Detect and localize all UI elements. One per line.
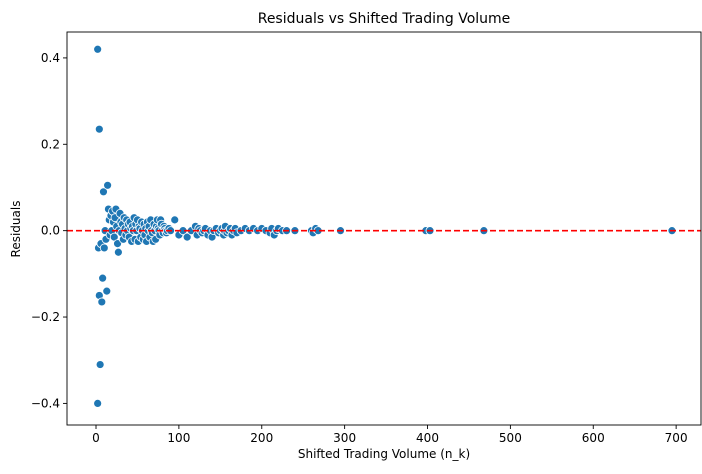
data-point xyxy=(97,297,107,307)
x-axis-label: Shifted Trading Volume (n_k) xyxy=(298,447,470,461)
data-point xyxy=(99,243,109,253)
data-point xyxy=(113,239,122,249)
data-point xyxy=(95,360,105,369)
y-tick-label: 0.2 xyxy=(41,137,60,151)
data-point xyxy=(98,273,108,283)
data-point xyxy=(99,187,108,197)
y-tick-label: 0.0 xyxy=(41,224,60,238)
x-tick-label: 700 xyxy=(665,431,688,445)
data-point xyxy=(103,180,113,190)
x-tick-label: 0 xyxy=(92,431,100,445)
data-point xyxy=(113,247,123,257)
chart-title: Residuals vs Shifted Trading Volume xyxy=(258,11,511,27)
x-tick-label: 400 xyxy=(416,431,439,445)
data-point xyxy=(94,124,104,134)
data-points xyxy=(93,44,677,408)
y-tick-label: −0.4 xyxy=(31,396,60,410)
data-point xyxy=(93,44,103,54)
y-tick-label: −0.2 xyxy=(31,310,60,324)
x-tick-label: 300 xyxy=(333,431,356,445)
x-tick-label: 100 xyxy=(167,431,190,445)
x-tick-label: 200 xyxy=(250,431,273,445)
x-tick-label: 500 xyxy=(499,431,522,445)
plot-area: 0 100 200 300 400 500 600 700 −0.4 −0.2 0.0 0.2 0.4 xyxy=(31,31,702,445)
data-point xyxy=(170,215,180,225)
y-tick-label: 0.4 xyxy=(41,51,60,65)
data-point xyxy=(102,286,112,296)
axes-frame xyxy=(66,31,702,426)
data-point xyxy=(93,399,103,408)
data-point xyxy=(182,232,192,242)
y-axis-label: Residuals xyxy=(9,201,23,258)
x-tick-label: 600 xyxy=(582,431,605,445)
